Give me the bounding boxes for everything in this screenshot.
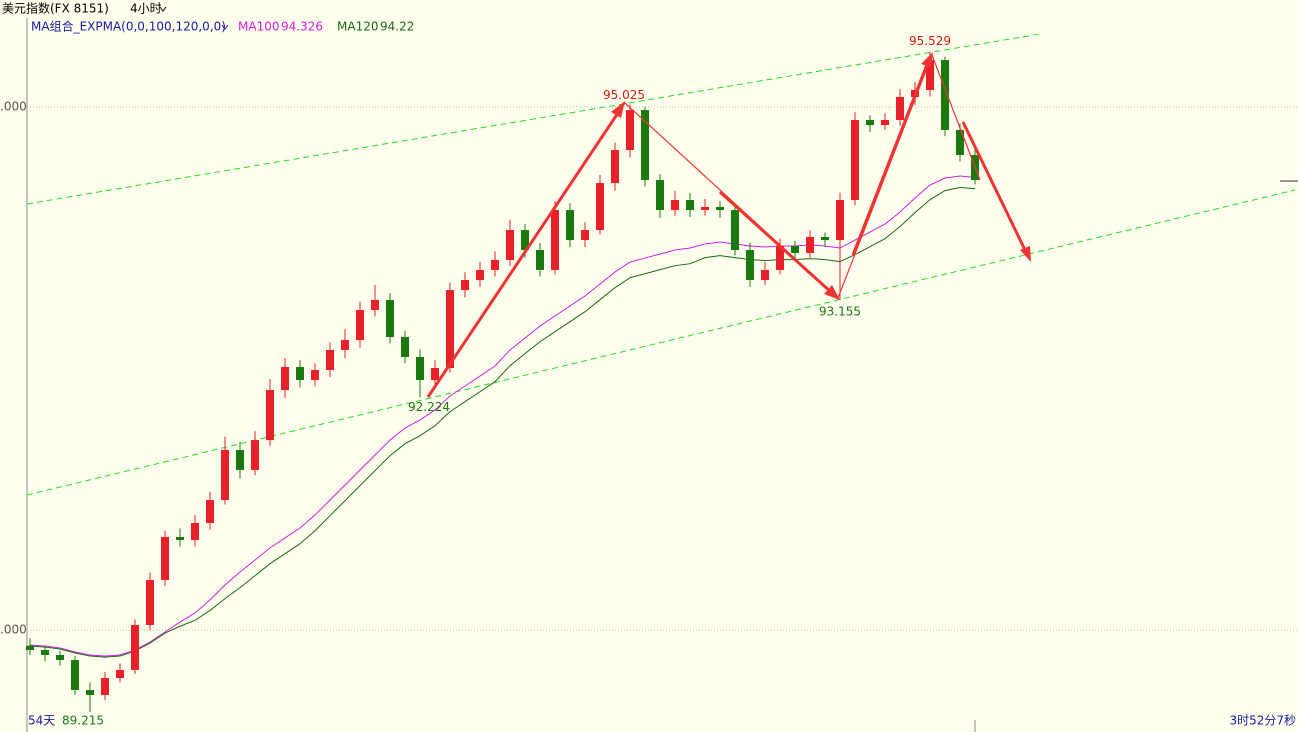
candle-body bbox=[416, 357, 424, 381]
indicator: MA组合_EXPMA(0,0,100,120,0,0) bbox=[31, 19, 226, 34]
candle-body bbox=[761, 269, 769, 281]
candle-body bbox=[71, 660, 79, 691]
candle-body bbox=[581, 230, 589, 241]
candle-body bbox=[41, 649, 49, 656]
legend-value: 94.22 bbox=[380, 20, 414, 34]
candle-body bbox=[611, 149, 619, 184]
candle-body bbox=[566, 210, 574, 241]
price-label: 93.155 bbox=[819, 304, 861, 318]
candle-body bbox=[266, 390, 274, 441]
legend-value: 94.326 bbox=[281, 20, 323, 34]
candle-body bbox=[821, 237, 829, 241]
arrowhead bbox=[824, 285, 840, 300]
candle-body bbox=[791, 246, 799, 254]
arrow bbox=[426, 109, 622, 398]
candle-body bbox=[941, 60, 949, 131]
candle-body bbox=[371, 299, 379, 311]
candle-body bbox=[86, 690, 94, 695]
candle-body bbox=[656, 180, 664, 211]
candle-body bbox=[836, 199, 844, 241]
low-price: 89.215 bbox=[62, 714, 104, 728]
channel-lower bbox=[26, 189, 1296, 496]
y-tick-label: .000 bbox=[0, 623, 27, 637]
candle-body bbox=[26, 645, 34, 650]
candle-body bbox=[596, 183, 604, 231]
candle-body bbox=[731, 210, 739, 250]
footer-right: 3时52分7秒 bbox=[1229, 714, 1296, 728]
candle-body bbox=[161, 537, 169, 581]
candle-body bbox=[296, 367, 304, 381]
candle-body bbox=[131, 624, 139, 670]
candle-body bbox=[281, 367, 289, 391]
period: 4小时 bbox=[130, 2, 162, 16]
candle-body bbox=[236, 449, 244, 470]
candle-body bbox=[461, 280, 469, 291]
title: 美元指数(FX 8151) bbox=[2, 1, 109, 16]
legend-name: MA100 bbox=[238, 20, 279, 34]
candle-body bbox=[686, 199, 694, 211]
arrow bbox=[961, 121, 1027, 251]
candle-body bbox=[341, 340, 349, 350]
legend-name: MA120 bbox=[337, 20, 378, 34]
candle-body bbox=[626, 110, 634, 150]
candle-body bbox=[476, 269, 484, 281]
candle-body bbox=[506, 230, 514, 261]
arrowhead bbox=[1020, 246, 1031, 262]
candle-body bbox=[146, 580, 154, 625]
price-label: 92.224 bbox=[408, 400, 450, 414]
candle-body bbox=[311, 369, 319, 381]
candle-body bbox=[551, 210, 559, 270]
wave-drawing bbox=[426, 53, 1027, 398]
candle-body bbox=[221, 449, 229, 500]
candle-body bbox=[116, 669, 124, 679]
price-label: 95.529 bbox=[909, 34, 951, 48]
candle-body bbox=[926, 60, 934, 90]
candle-body bbox=[176, 537, 184, 541]
plot: .000 .000 bbox=[0, 51, 1298, 713]
arrowhead bbox=[921, 52, 933, 67]
candle-body bbox=[491, 260, 499, 270]
dropdown-icon[interactable] bbox=[221, 24, 229, 30]
candle-body bbox=[776, 246, 784, 270]
candle-body bbox=[716, 207, 724, 211]
candle-body bbox=[191, 523, 199, 541]
candle-body bbox=[806, 237, 814, 254]
price-label: 95.025 bbox=[603, 88, 645, 102]
candle-body bbox=[251, 440, 259, 470]
arrow bbox=[718, 190, 834, 295]
candle-body bbox=[866, 119, 874, 125]
candle-body bbox=[746, 249, 754, 281]
candle-body bbox=[56, 655, 64, 661]
candle-body bbox=[446, 290, 454, 368]
ma-line bbox=[29, 187, 976, 658]
channel-upper bbox=[26, 33, 1041, 205]
ma-line bbox=[29, 175, 976, 657]
candle-body bbox=[356, 310, 364, 341]
candle-body bbox=[101, 678, 109, 695]
candle-body bbox=[401, 337, 409, 358]
candle-body bbox=[851, 119, 859, 200]
candle-body bbox=[521, 230, 529, 250]
candle-body bbox=[431, 367, 439, 381]
candle-body bbox=[881, 119, 889, 125]
footer-left: 54天 bbox=[28, 714, 55, 728]
candle-body bbox=[956, 130, 964, 156]
arrow bbox=[851, 61, 930, 256]
candle-body bbox=[326, 349, 334, 370]
y-tick-label: .000 bbox=[0, 100, 27, 114]
candle-body bbox=[671, 199, 679, 211]
candle-body bbox=[641, 110, 649, 181]
candle-body bbox=[896, 96, 904, 120]
arrowhead bbox=[611, 101, 625, 118]
candle-body bbox=[536, 249, 544, 270]
candle-body bbox=[386, 299, 394, 338]
candle-body bbox=[701, 207, 709, 211]
arrowheads bbox=[611, 52, 1031, 300]
legend: MA100 94.326 MA120 94.22 bbox=[238, 20, 414, 34]
dropdown-icon[interactable] bbox=[159, 6, 167, 12]
candle-body bbox=[206, 499, 214, 524]
